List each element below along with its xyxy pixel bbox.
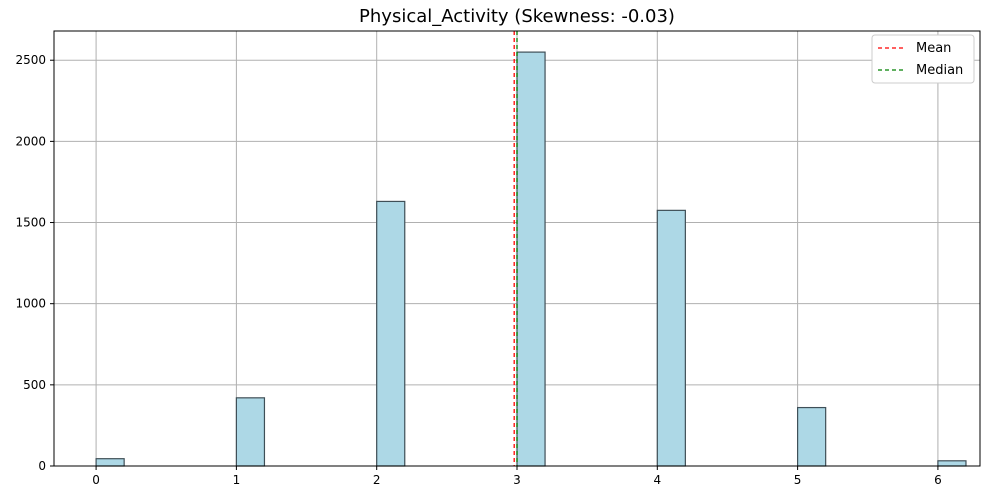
y-tick-label: 1000 (15, 297, 46, 311)
x-tick-label: 4 (653, 473, 661, 487)
histogram-bar (516, 51, 546, 467)
histogram-bar (656, 209, 686, 467)
histogram-bars (95, 51, 967, 467)
x-tick-label: 3 (513, 473, 521, 487)
y-tick-label: 2500 (15, 53, 46, 67)
histogram-bar (937, 460, 967, 467)
y-tick-label: 2000 (15, 134, 46, 148)
histogram-bar (376, 200, 406, 467)
histogram-bar (797, 406, 827, 467)
y-tick-label: 500 (23, 378, 46, 392)
x-tick-label: 2 (373, 473, 381, 487)
histogram-bar (95, 458, 125, 467)
legend-label-mean: Mean (916, 41, 951, 56)
reference-lines (513, 31, 518, 466)
legend-label-median: Median (916, 63, 963, 78)
y-tick-label: 1500 (15, 216, 46, 230)
y-tick-label: 0 (38, 459, 46, 473)
legend-box (871, 34, 975, 84)
x-tick-label: 6 (934, 473, 942, 487)
x-tick-label: 5 (794, 473, 802, 487)
chart-title: Physical_Activity (Skewness: -0.03) (359, 6, 675, 27)
x-tick-label: 1 (233, 473, 241, 487)
x-tick-label: 0 (92, 473, 100, 487)
histogram-bar (235, 397, 266, 467)
legend: Mean Median (871, 34, 975, 84)
x-axis-ticks: 0 1 2 3 4 5 6 (92, 466, 942, 487)
y-axis-ticks: 0 500 1000 1500 2000 2500 (15, 53, 54, 473)
